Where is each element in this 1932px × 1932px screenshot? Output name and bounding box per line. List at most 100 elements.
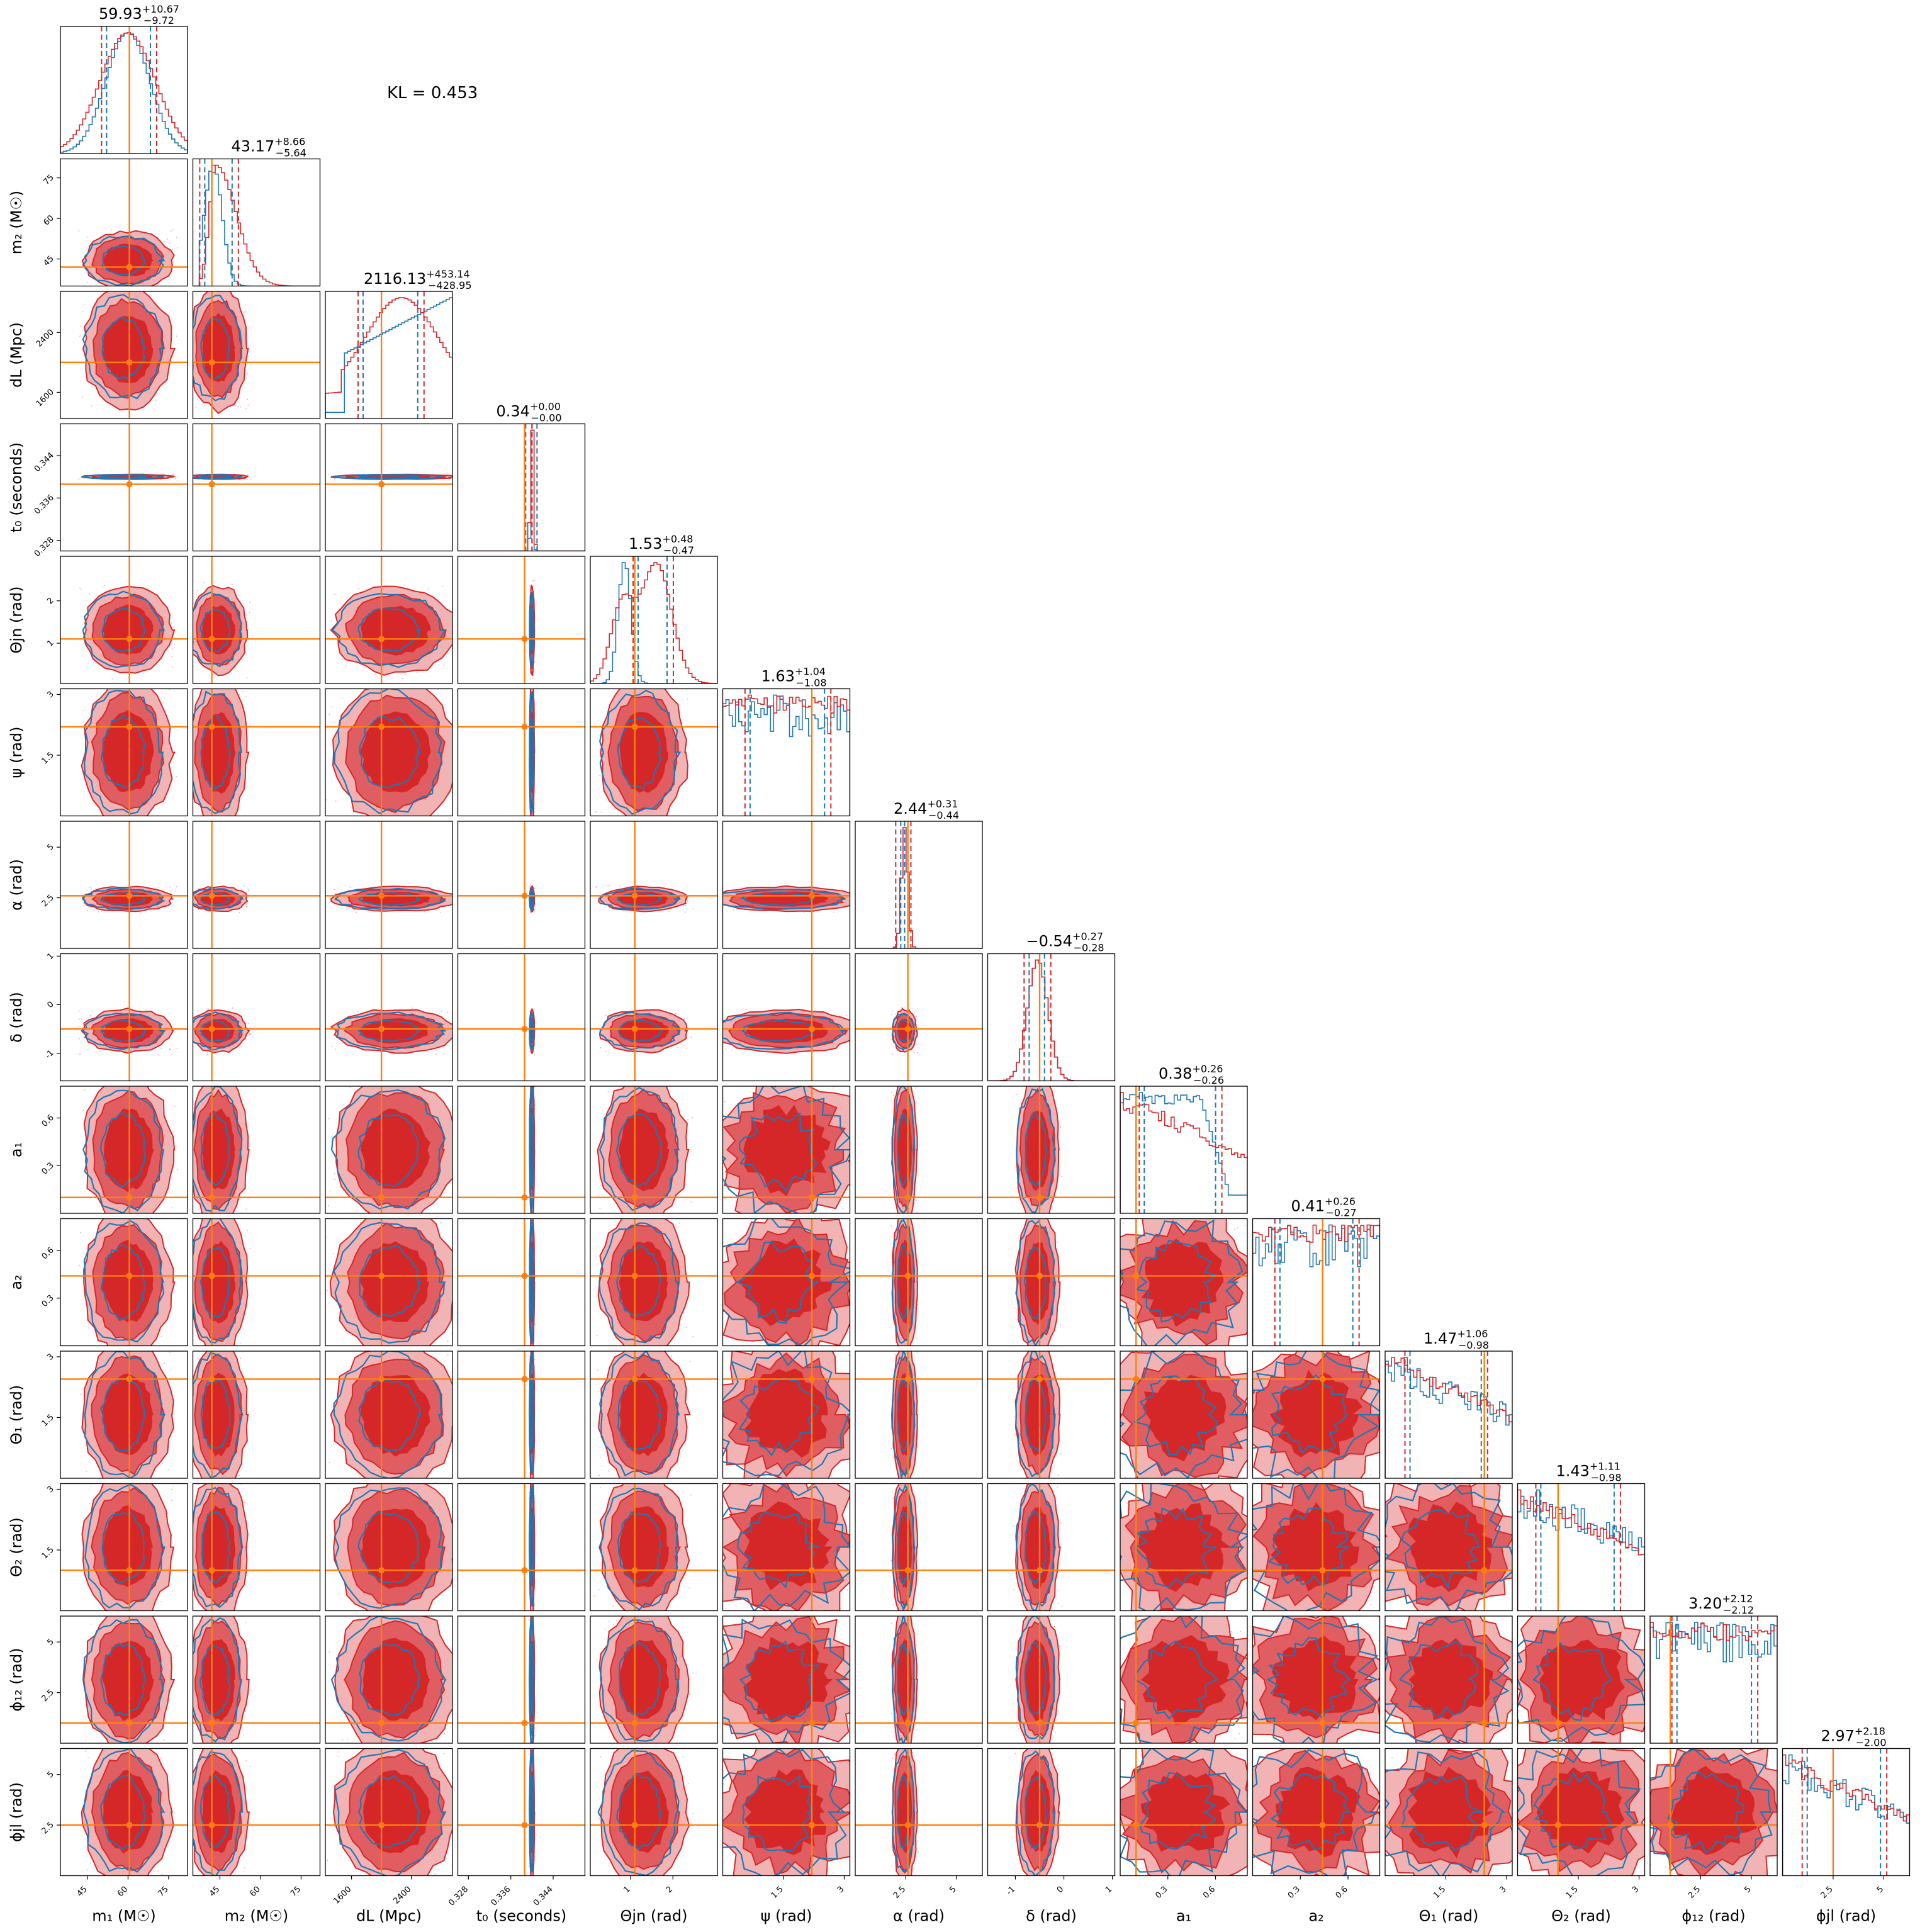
panel-frame xyxy=(1120,1218,1248,1347)
panel-thetajn-vs-m1: 1 2 Θjn (rad) xyxy=(8,556,188,684)
panel-a1-vs-t0 xyxy=(457,1086,586,1214)
title-theta1: 1.47+1.06 −0.98 xyxy=(1424,1328,1489,1351)
contour-blue-inner-theta2-a2 xyxy=(1267,1507,1351,1588)
panel-frame xyxy=(722,1218,851,1347)
panel-a2-vs-psi xyxy=(722,1218,851,1347)
contour-blue-inner-thetajn-m1 xyxy=(101,607,147,653)
panel-m1-vs-m1: 59.93+10.67 −9.72 xyxy=(60,3,188,154)
x-tick-label-a2: 0.6 xyxy=(1334,1885,1350,1901)
title-alpha: 2.44+0.31 −0.44 xyxy=(894,798,959,821)
contour-blue-outer-theta2-a1 xyxy=(1120,1483,1247,1611)
panel-theta2-vs-psi xyxy=(722,1483,851,1612)
panel-frame xyxy=(1649,1748,1778,1877)
contour-blue-outer-alpha-thetajn xyxy=(599,887,681,911)
panel-frame xyxy=(192,1086,321,1214)
truth-point-psi-dL xyxy=(378,723,385,730)
panel-frame xyxy=(1120,1483,1248,1612)
contour-blue-outer-theta2-psi xyxy=(722,1483,850,1611)
hist-red-psi xyxy=(722,694,850,816)
contour-blue-inner-a1-m2 xyxy=(200,1111,231,1187)
contour-blue-inner-phijl-delta xyxy=(1024,1775,1047,1851)
hist-blue-a1 xyxy=(1120,1092,1247,1213)
panel-frame xyxy=(192,1483,321,1612)
truth-point-a2-m2 xyxy=(208,1272,215,1279)
truth-point-theta2-a2 xyxy=(1319,1567,1326,1574)
contour-blue-outer-phijl-psi xyxy=(722,1748,847,1876)
truth-point-delta-psi xyxy=(809,1026,816,1033)
contour-blue-inner-phijl-m2 xyxy=(199,1775,231,1848)
contour-blue-inner-a2-alpha xyxy=(897,1244,911,1321)
contour-blue-outer-psi-t0 xyxy=(529,690,535,815)
panel-theta2-vs-dL xyxy=(325,1483,453,1612)
panel-t0-vs-m2 xyxy=(192,423,321,552)
contour-blue-outer-dL-m1 xyxy=(82,293,164,400)
x-tick-label-alpha: 5 xyxy=(948,1885,958,1895)
y-tick-label-a2: 0.6 xyxy=(40,1245,56,1261)
panel-frame xyxy=(987,1086,1116,1214)
contour-blue-inner-alpha-m1 xyxy=(99,892,147,906)
y-axis-label-dL: dL (Mpc) xyxy=(8,322,25,388)
panel-frame xyxy=(325,1615,453,1744)
contour-blue-inner-thetajn-m2 xyxy=(199,607,231,653)
truth-point-a1-psi xyxy=(809,1194,816,1201)
panel-m2-vs-m1: 45 60 75 m₂ (M☉) xyxy=(8,158,188,287)
x-axis-label-dL: dL (Mpc) xyxy=(356,1907,422,1925)
y-axis-label-psi: ψ (rad) xyxy=(8,727,25,778)
hist-red-dL xyxy=(325,297,452,418)
contour-blue-outer-t0-dL xyxy=(332,474,445,480)
panel-phi12-vs-theta1 xyxy=(1384,1615,1513,1744)
panel-frame xyxy=(457,821,586,949)
panel-delta-vs-alpha xyxy=(855,953,983,1082)
panel-a2-vs-delta xyxy=(987,1218,1116,1347)
contour-blue-inner-a1-psi xyxy=(738,1111,817,1193)
panel-frame xyxy=(1384,1351,1513,1479)
contour-blue-outer-a1-t0 xyxy=(529,1086,535,1213)
y-axis-label-theta2: Θ₂ (rad) xyxy=(8,1517,25,1577)
title-delta: −0.54+0.27 −0.28 xyxy=(1026,931,1104,954)
contour-blue-inner-psi-dL xyxy=(359,715,421,789)
contour-blue-inner-phi12-alpha xyxy=(896,1643,911,1717)
contour-blue-outer-psi-dL xyxy=(334,688,443,814)
contour-blue-inner-theta2-dL xyxy=(357,1512,419,1583)
contour-blue-outer-phijl-theta2 xyxy=(1517,1748,1641,1876)
panel-phi12-vs-m1: 2.5 5 ϕ₁₂ (rad) xyxy=(8,1615,188,1744)
contour-blue-inner-theta2-t0 xyxy=(529,1512,534,1585)
contour-blue-inner-phijl-thetajn xyxy=(616,1774,662,1850)
kl-annotation: KL = 0.453 xyxy=(387,84,478,103)
x-tick-label-phi12: 5 xyxy=(1743,1885,1753,1895)
panel-frame xyxy=(1384,1483,1513,1612)
truth-point-theta1-a2 xyxy=(1319,1376,1326,1383)
panel-frame xyxy=(60,1483,188,1612)
y-axis-label-m2: m₂ (M☉) xyxy=(8,191,25,255)
contour-blue-inner-alpha-t0 xyxy=(529,892,534,907)
truth-point-phijl-dL xyxy=(378,1822,385,1829)
truth-point-theta2-a1 xyxy=(1133,1567,1140,1574)
truth-point-delta-dL xyxy=(378,1026,385,1033)
truth-point-theta1-thetajn xyxy=(631,1376,638,1383)
contour-blue-inner-a1-m1 xyxy=(99,1111,147,1188)
panel-a2-vs-m1: 0.3 0.6 a₂ xyxy=(8,1218,188,1347)
contour-blue-inner-theta2-thetajn xyxy=(617,1511,663,1583)
contour-inner-phijl-dL xyxy=(363,1770,431,1853)
contour-inner-phi12-theta1 xyxy=(1408,1637,1493,1721)
y-tick-label-alpha: 5 xyxy=(45,842,55,852)
contour-blue-inner-dL-m2 xyxy=(200,318,230,380)
y-tick-label-thetajn: 2 xyxy=(45,596,55,606)
panel-frame xyxy=(1252,1218,1381,1347)
x-axis-label-phijl: ϕjl (rad) xyxy=(1816,1907,1876,1925)
title-psi: 1.63+1.04 −1.08 xyxy=(761,666,827,689)
contour-blue-outer-thetajn-m1 xyxy=(82,590,166,668)
truth-point-phi12-theta1 xyxy=(1481,1719,1488,1726)
hist-blue-alpha xyxy=(855,827,982,948)
panel-a2-vs-alpha xyxy=(855,1218,983,1347)
contour-inner-phijl-phi12 xyxy=(1671,1765,1758,1855)
truth-point-theta2-alpha xyxy=(904,1567,911,1574)
panel-theta2-vs-delta xyxy=(987,1483,1116,1612)
contour-blue-inner-theta1-m1 xyxy=(99,1377,145,1452)
panel-frame xyxy=(855,1615,983,1744)
contour-blue-inner-theta2-a1 xyxy=(1134,1507,1217,1588)
panel-alpha-vs-m1: 2.5 5 α (rad) xyxy=(8,821,188,949)
panel-theta2-vs-a1 xyxy=(1120,1483,1248,1612)
truth-point-delta-m2 xyxy=(208,1026,215,1033)
contour-blue-inner-a2-psi xyxy=(735,1241,820,1324)
